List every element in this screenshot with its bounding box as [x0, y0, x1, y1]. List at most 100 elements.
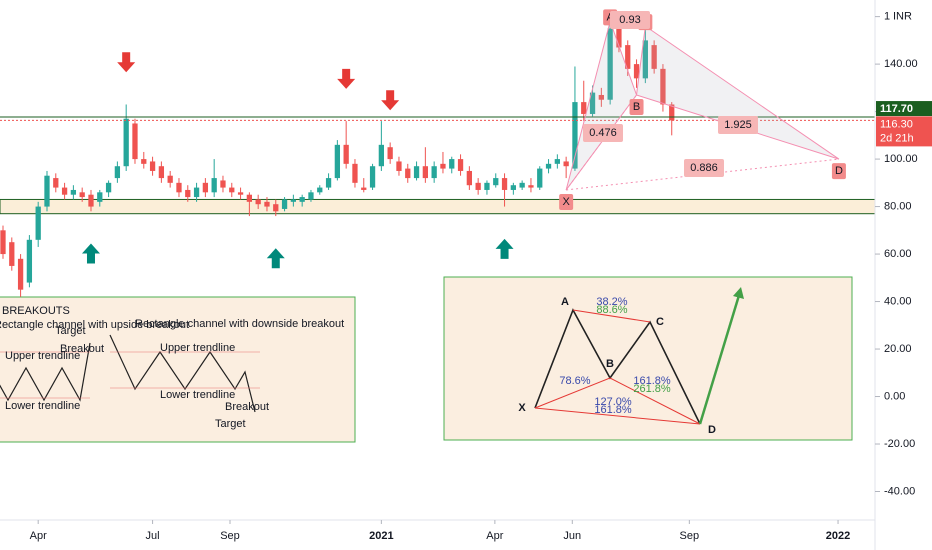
candle-body	[35, 206, 41, 240]
candle	[53, 173, 59, 193]
price-label-bg	[876, 101, 932, 117]
candle	[149, 156, 156, 176]
inset-ratio: 261.8%	[633, 383, 671, 395]
candle-body	[625, 45, 631, 69]
candle	[545, 159, 552, 174]
inset-label: Lower trendline	[5, 400, 80, 412]
candle	[431, 161, 437, 183]
currency-bg	[890, 8, 924, 25]
inset-title: BREAKOUTS	[2, 305, 70, 317]
candle	[158, 161, 165, 183]
x-tick-label: Apr	[30, 530, 47, 542]
pattern-point-bg	[559, 193, 574, 210]
candle-body	[616, 28, 622, 48]
candle-body	[563, 161, 569, 167]
ratio-line	[609, 377, 701, 425]
candle-body	[660, 68, 666, 105]
candle-body	[493, 178, 499, 186]
candle-body	[589, 92, 596, 114]
down-arrow	[381, 90, 400, 111]
candle	[528, 178, 534, 193]
y-tick-label: 100.00	[884, 153, 918, 165]
candle-body	[79, 192, 85, 198]
candle-body	[387, 147, 393, 160]
candle	[211, 159, 217, 198]
candle	[299, 194, 305, 207]
candle	[0, 225, 6, 259]
y-tick-label: -20.00	[884, 438, 915, 450]
candle	[123, 104, 129, 171]
candle-body	[501, 178, 508, 190]
candle	[97, 189, 103, 207]
candle	[105, 180, 112, 198]
pattern-dotted	[566, 158, 839, 191]
pattern-point-label: X	[562, 196, 570, 208]
candle	[510, 182, 516, 195]
y-tick-label: -40.00	[884, 485, 915, 497]
candle-body	[17, 258, 24, 290]
candle	[519, 180, 525, 190]
candle	[352, 159, 358, 188]
candle-body	[53, 178, 59, 188]
candle-body	[598, 94, 604, 100]
candle-body	[537, 168, 543, 188]
candle-body	[141, 159, 147, 164]
candle-body	[519, 182, 525, 188]
zigzag	[109, 334, 256, 413]
candle	[26, 235, 33, 288]
x-tick-label: Apr	[486, 530, 503, 542]
up-arrow	[266, 248, 285, 269]
candle-body	[440, 163, 446, 169]
ratio-line	[534, 407, 701, 425]
candle	[642, 26, 648, 84]
candle	[202, 178, 209, 198]
ratio-label: 0.476	[589, 127, 617, 139]
candle	[114, 161, 121, 183]
up-arrow	[495, 238, 514, 259]
price-label: 117.70	[880, 103, 913, 115]
candle-body	[220, 180, 226, 188]
candle-body	[369, 166, 376, 188]
candle	[317, 185, 323, 195]
candle	[79, 187, 85, 202]
candle-body	[273, 204, 279, 212]
y-tick-label: 20.00	[884, 343, 912, 355]
ratio-bg	[684, 159, 724, 177]
candle-body	[378, 144, 385, 167]
candle	[537, 166, 543, 190]
candle	[440, 151, 446, 174]
candle	[273, 199, 279, 217]
projection-arrow	[698, 291, 742, 425]
candle	[325, 173, 332, 190]
ratio-bg	[610, 11, 650, 29]
candle-body	[528, 185, 534, 188]
candle-body	[61, 187, 68, 195]
candle-body	[457, 159, 464, 171]
down-arrow	[337, 68, 356, 89]
candle-body	[572, 102, 578, 169]
candle-body	[176, 182, 182, 193]
candle-body	[290, 199, 297, 202]
candle-body	[431, 166, 437, 179]
candle	[61, 182, 68, 200]
inset-label: Upper trendline	[5, 350, 80, 362]
y-tick-label: 40.00	[884, 295, 912, 307]
candle-body	[105, 182, 112, 193]
inset-label: Target	[55, 325, 86, 337]
ratio-label: 0.886	[690, 162, 718, 174]
pattern-fill	[565, 19, 638, 191]
currency-label: INR	[893, 11, 912, 23]
candle	[176, 178, 182, 198]
candle-body	[651, 45, 657, 69]
inset-label: Target	[215, 418, 246, 430]
candle	[44, 170, 50, 212]
point-label: B	[606, 358, 614, 370]
point-label: C	[656, 316, 664, 328]
candle	[237, 187, 244, 200]
candle-body	[607, 28, 613, 100]
candle	[405, 163, 411, 183]
candle	[132, 118, 138, 164]
candle	[475, 178, 481, 195]
candle-body	[449, 159, 455, 169]
arrow-head	[733, 287, 744, 299]
